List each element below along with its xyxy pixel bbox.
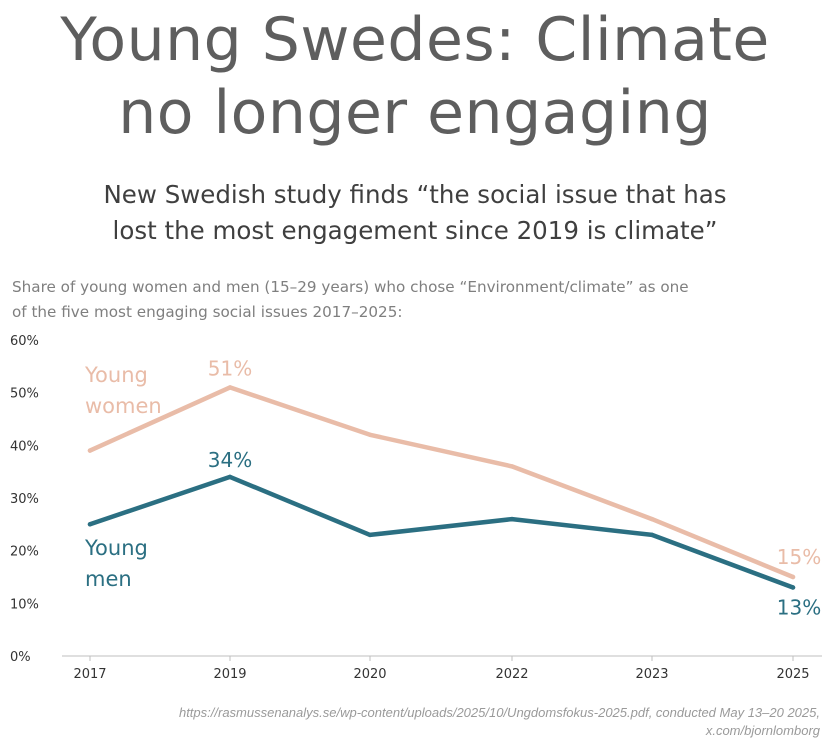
line-chart: 0% 10% 20% 30% 40% 50% 60% 2017 2019 2020 2022 202… [10,334,822,682]
y-tick-label: 40% [10,439,39,454]
men-series-line [87,474,796,590]
x-axis: 2017 2019 2020 2022 2023 2025 [62,655,822,682]
source-note: https://rasmussenanalys.se/wp-content/up… [179,704,820,740]
title-line-1: Young Swedes: Climate [60,5,770,75]
subtitle-line-1: New Swedish study finds “the social issu… [103,180,727,209]
women-series-label-line-2: women [85,394,162,418]
men-data-point [367,532,373,538]
women-series-line [87,385,796,580]
men-value-label: 34% [208,448,252,472]
y-tick-label: 60% [10,334,39,349]
women-data-point [87,448,93,453]
men-value-label: 13% [777,596,821,620]
men-series-label-line-1: Young [84,536,148,560]
x-tick-label: 2025 [776,667,809,682]
chart-subtitle: New Swedish study finds “the social issu… [0,177,830,249]
x-tick-label: 2022 [495,667,528,682]
x-tick-label: 2019 [213,667,246,682]
women-data-point [367,432,373,437]
subtitle-line-2: lost the most engagement since 2019 is c… [112,216,718,245]
women-value-label: 15% [777,545,821,569]
men-data-point [790,585,796,590]
y-tick-label: 10% [10,597,39,612]
women-data-point [790,574,796,580]
men-data-point [87,522,93,527]
women-data-point [649,516,655,522]
y-tick-label: 30% [10,492,39,507]
women-data-point [227,385,233,390]
chart-title: Young Swedes: Climate no longer engaging [0,4,830,150]
women-value-label: 51% [208,356,252,380]
label-layer: Young women Young men 51% 15% 34% 13% [84,356,821,619]
men-data-point [649,532,655,538]
chart-description: Share of young women and men (15–29 year… [12,275,827,325]
title-line-2: no longer engaging [118,78,712,148]
series-layer [87,385,796,590]
x-tick-label: 2020 [353,667,386,682]
y-tick-label: 50% [10,387,39,402]
source-line-1: https://rasmussenanalys.se/wp-content/up… [178,705,820,720]
men-data-point [509,516,515,522]
description-line-2: of the five most engaging social issues … [12,303,403,321]
source-line-2: x.com/bjornlomborg [705,723,820,738]
men-series-label-line-2: men [85,567,132,591]
men-data-point [227,474,233,480]
women-data-point [509,464,515,469]
y-tick-label: 0% [10,650,31,665]
x-tick-label: 2023 [635,667,668,682]
women-series-label-line-1: Young [84,363,148,387]
x-tick-label: 2017 [73,667,106,682]
y-tick-label: 20% [10,545,39,560]
description-line-1: Share of young women and men (15–29 year… [12,278,689,296]
y-axis: 0% 10% 20% 30% 40% 50% 60% [10,334,39,665]
